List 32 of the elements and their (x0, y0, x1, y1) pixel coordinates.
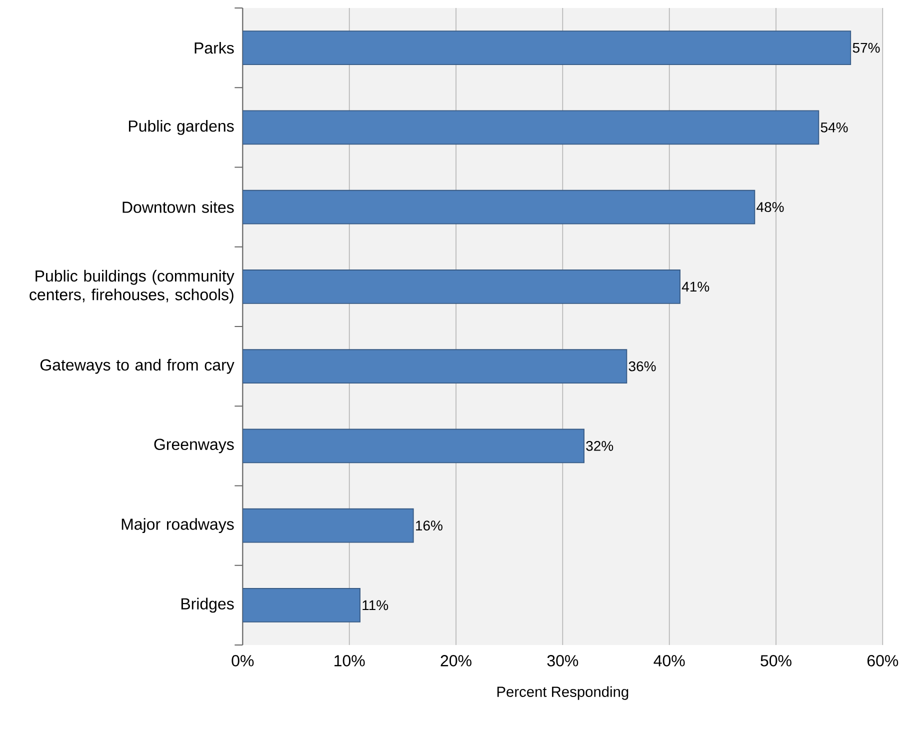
x-axis-title: Percent Responding (497, 686, 628, 700)
y-tick-label: Gateways to and from cary (40, 358, 234, 374)
x-tick-label: 30% (547, 655, 578, 666)
y-tick-label: Greenways (154, 438, 234, 454)
bar (242, 349, 628, 384)
data-label: 41% (682, 282, 710, 292)
data-label: 48% (756, 202, 784, 212)
x-tick-label: 20% (440, 655, 472, 666)
x-tick-label: 0% (232, 655, 254, 666)
bar (242, 428, 584, 464)
data-label: 57% (852, 42, 880, 53)
data-label: 36% (628, 361, 656, 372)
data-label: 54% (820, 122, 848, 132)
y-tick-label: Major roadways (122, 518, 234, 534)
x-tick-label: 40% (654, 655, 685, 666)
bar (242, 270, 680, 304)
x-tick-label: 10% (334, 655, 365, 666)
x-tick-label: 60% (867, 655, 898, 666)
y-tick-label: Bridges (181, 598, 234, 613)
bar (242, 110, 820, 145)
data-label: 32% (586, 441, 614, 451)
data-label: 16% (416, 520, 442, 531)
bar (242, 508, 414, 543)
bar (242, 190, 756, 224)
bar (242, 588, 360, 622)
y-tick-label: Public gardens (128, 120, 234, 135)
x-tick-label: 50% (760, 655, 792, 666)
data-label: 11% (362, 600, 388, 610)
y-tick-label: Parks (194, 42, 234, 54)
y-tick-label: Downtown sites (122, 201, 234, 213)
y-tick-label: Public buildings (community centers, firehouses, schools) (30, 270, 234, 304)
bar (242, 30, 852, 66)
